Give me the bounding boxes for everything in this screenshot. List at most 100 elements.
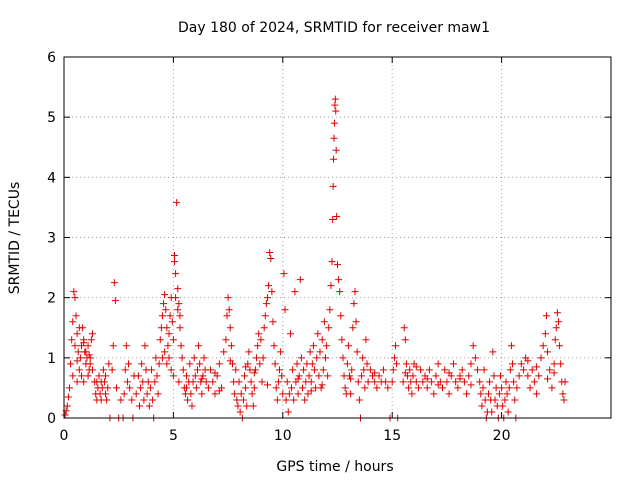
data-point: [408, 390, 416, 398]
data-point: [304, 390, 312, 398]
data-point: [272, 384, 280, 392]
data-point: [265, 282, 273, 290]
data-point: [533, 363, 541, 371]
data-point: [346, 372, 354, 380]
data-point: [561, 378, 569, 386]
y-tick-label: 4: [47, 170, 56, 186]
data-point: [68, 336, 76, 344]
data-point: [245, 348, 253, 356]
data-point: [361, 384, 369, 392]
data-point: [168, 318, 176, 326]
data-point: [347, 375, 355, 383]
data-point: [167, 366, 175, 374]
data-point: [239, 396, 247, 404]
data-point: [234, 402, 242, 410]
data-point: [499, 402, 507, 410]
data-point: [501, 396, 509, 404]
data-point: [316, 348, 324, 356]
data-point: [428, 378, 436, 386]
data-point: [554, 318, 562, 326]
data-point: [454, 384, 462, 392]
data-point: [362, 336, 370, 344]
data-point: [507, 342, 515, 350]
data-point: [393, 360, 401, 368]
data-point: [257, 336, 265, 344]
data-point: [311, 366, 319, 374]
data-point: [278, 372, 286, 380]
data-point: [163, 324, 171, 332]
data-point: [319, 366, 327, 374]
data-point: [260, 324, 268, 332]
data-point: [248, 390, 256, 398]
data-point: [510, 378, 518, 386]
data-point: [341, 384, 349, 392]
data-point: [491, 396, 499, 404]
data-point: [298, 384, 306, 392]
data-point: [253, 354, 261, 362]
data-point: [69, 318, 77, 326]
data-point: [280, 270, 288, 278]
data-point: [65, 384, 73, 392]
data-point: [249, 402, 257, 410]
data-point: [141, 342, 149, 350]
data-point: [511, 396, 519, 404]
data-point: [456, 375, 464, 383]
data-point: [551, 336, 559, 344]
data-point: [170, 258, 178, 266]
data-point: [363, 360, 371, 368]
data-point: [123, 378, 131, 386]
data-point: [285, 390, 293, 398]
data-point: [281, 306, 289, 314]
data-point: [73, 330, 81, 338]
data-point: [84, 342, 92, 350]
data-point: [432, 372, 440, 380]
data-point: [282, 396, 290, 404]
data-point: [108, 366, 116, 374]
data-point: [308, 360, 316, 368]
data-point: [175, 300, 183, 308]
data-point: [74, 348, 82, 356]
data-point: [423, 375, 431, 383]
y-tick-label: 2: [47, 291, 56, 307]
data-point: [439, 384, 447, 392]
data-point: [328, 258, 336, 266]
data-point: [122, 342, 130, 350]
data-point: [490, 372, 498, 380]
data-point: [236, 408, 244, 416]
data-point: [423, 384, 431, 392]
data-point: [138, 360, 146, 368]
data-point: [113, 384, 121, 392]
data-point: [337, 312, 345, 320]
data-point: [73, 357, 81, 365]
data-point: [273, 396, 281, 404]
data-point: [355, 396, 363, 404]
x-tick-label: 15: [383, 428, 401, 444]
data-point: [88, 366, 96, 374]
data-point: [402, 360, 410, 368]
data-point: [497, 372, 505, 380]
data-point: [350, 300, 358, 308]
data-point: [441, 366, 449, 374]
data-point: [488, 408, 496, 416]
data-point: [313, 354, 321, 362]
data-point: [366, 366, 374, 374]
data-point: [294, 375, 302, 383]
data-point: [315, 372, 323, 380]
data-point: [284, 408, 292, 416]
data-point: [400, 324, 408, 332]
data-point: [71, 294, 79, 302]
data-point: [329, 215, 337, 223]
data-point: [331, 101, 339, 109]
data-point: [405, 384, 413, 392]
x-axis-label: GPS time / hours: [276, 459, 393, 475]
data-point: [503, 390, 511, 398]
gridlines: [64, 57, 611, 418]
data-point: [64, 393, 72, 401]
data-point: [198, 390, 206, 398]
data-point: [164, 342, 172, 350]
data-point: [286, 330, 294, 338]
y-tick-label: 0: [47, 411, 56, 427]
data-point: [211, 369, 219, 377]
data-point: [144, 378, 152, 386]
data-point: [95, 372, 103, 380]
